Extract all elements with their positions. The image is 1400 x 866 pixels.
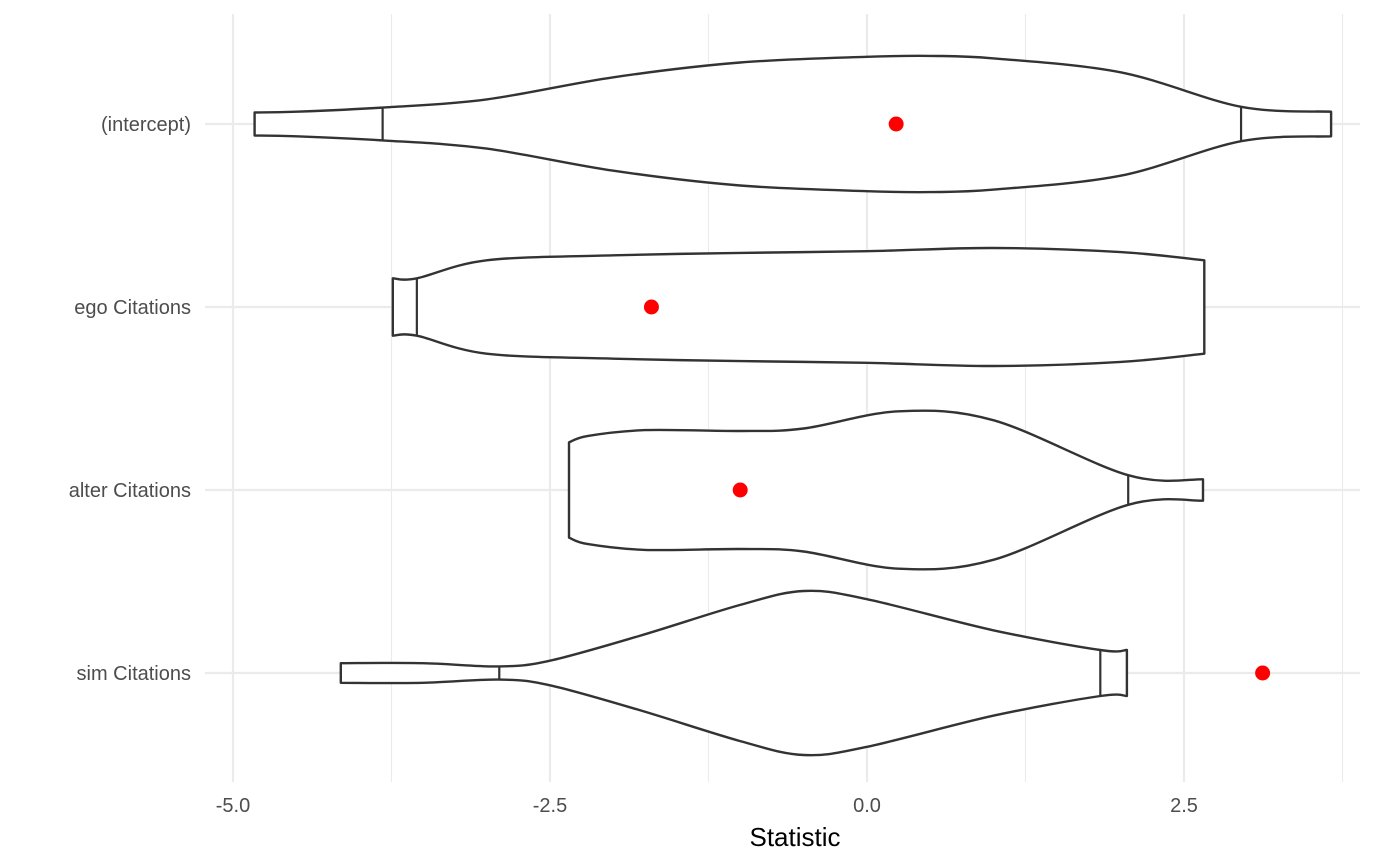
violin-3	[567, 409, 1205, 571]
y-tick-label: (intercept)	[101, 114, 191, 136]
observed-point	[888, 116, 904, 132]
y-tick-label: sim Citations	[77, 663, 191, 685]
x-tick-label: 0.0	[853, 795, 881, 817]
y-tick-label: ego Citations	[74, 297, 191, 319]
violin-2	[391, 246, 1206, 368]
observed-point	[1255, 665, 1271, 681]
observed-point	[643, 299, 659, 315]
observed-point	[732, 482, 748, 498]
x-tick-label: -5.0	[216, 795, 250, 817]
observed-points	[643, 116, 1271, 681]
x-axis-title: Statistic	[749, 822, 840, 852]
violin-4	[339, 589, 1129, 757]
x-tick-label: -2.5	[533, 795, 567, 817]
violin-layer	[253, 54, 1333, 757]
tick-labels: -5.0 -2.5 0.0 2.5 (intercept) ego Citations al…	[69, 114, 1198, 817]
x-tick-label: 2.5	[1170, 795, 1198, 817]
y-tick-label: alter Citations	[69, 480, 191, 502]
violin-1	[253, 54, 1333, 194]
